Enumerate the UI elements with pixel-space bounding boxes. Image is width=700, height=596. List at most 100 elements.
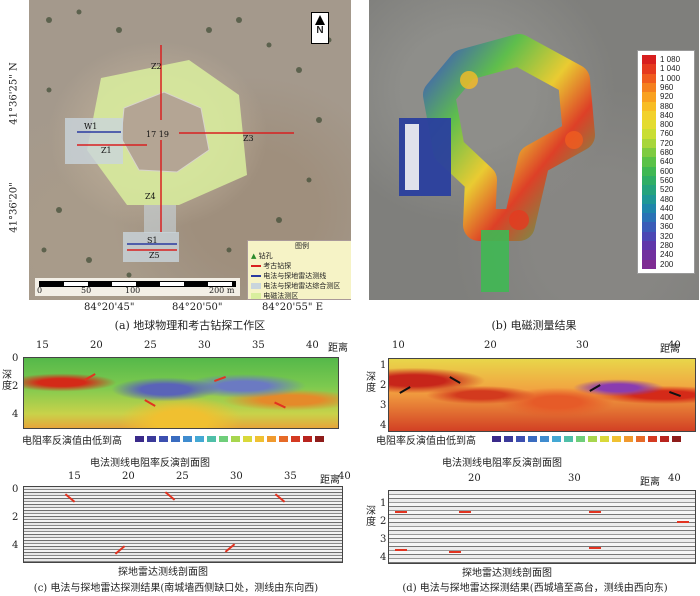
axis-tick-label: 2	[12, 512, 19, 523]
c-depth-ticks: 0 2 4	[12, 353, 22, 427]
line-label-z3: Z3	[243, 134, 254, 143]
lon-label-2: 84°20'50"	[172, 302, 223, 313]
axis-tick-label: 2	[12, 381, 19, 392]
axis-tick-label: 1	[380, 498, 387, 509]
legend-item-em: 电磁法测区	[251, 291, 351, 300]
c-gpr-depth-ticks: 0 2 4	[12, 484, 22, 561]
colorbar-cell	[642, 157, 656, 168]
north-label: N	[316, 25, 324, 36]
lon-label-3: 84°20'55" E	[262, 302, 324, 313]
legend-swatch	[540, 436, 549, 442]
c-gpr-title: 探地雷达测线剖面图	[118, 567, 208, 578]
colorbar-cell	[642, 101, 656, 112]
colorbar-panel: 1 080 1 040 1 000 960 920 880 840 800 760 720 680 6…	[637, 50, 695, 274]
d-legend-swatches	[492, 436, 692, 442]
line-label-z1: Z1	[101, 146, 112, 155]
legend-item-drilling: 考古钻探	[251, 261, 351, 271]
line-label-z2: Z2	[151, 62, 162, 71]
d-resistivity-section	[388, 358, 696, 432]
axis-tick-label: 30	[576, 340, 589, 351]
scale-50: 50	[81, 286, 92, 295]
c-arrow-4	[274, 401, 286, 409]
axis-tick-label: 20	[468, 473, 481, 484]
colorbar-label: 1 040	[660, 64, 681, 74]
c-legend-label: 电阻率反演值由低到高	[22, 436, 122, 447]
legend-swatch	[552, 436, 561, 442]
c-arrow-3	[214, 376, 226, 382]
colorbar-cell	[642, 138, 656, 149]
axis-tick-label: 35	[284, 471, 297, 482]
d-gpr-arrow-1	[395, 511, 407, 513]
borehole-label: 17 19	[146, 130, 169, 139]
c-top-ticks: 15 20 25 30 35 40	[22, 340, 327, 354]
legend-swatch	[231, 436, 240, 442]
legend-swatch	[195, 436, 204, 442]
axis-tick-label: 3	[380, 400, 387, 411]
colorbar-label: 680	[660, 148, 674, 158]
legend-swatch	[315, 436, 324, 442]
axis-tick-label: 20	[122, 471, 135, 482]
north-arrow-icon: N	[311, 12, 329, 44]
axis-tick-label: 3	[380, 534, 387, 545]
axis-tick-label: 1	[380, 360, 387, 371]
legend-swatch	[255, 436, 264, 442]
colorbar-cell	[642, 175, 656, 186]
legend-swatch	[564, 436, 573, 442]
axis-tick-label: 40	[668, 340, 681, 351]
work-area-map: N Z2 W1 Z1 Z3 Z4 S1 Z5 17 19 图例 ▲ 钻孔 考古钻…	[29, 0, 351, 300]
legend-swatch	[648, 436, 657, 442]
em-result-map: 1 080 1 040 1 000 960 920 880 840 800 760 720 680 6…	[369, 0, 699, 300]
colorbar-label: 720	[660, 138, 674, 148]
legend-swatch	[588, 436, 597, 442]
c-arrow-2	[144, 399, 156, 407]
d-depth-ticks: 1 2 3 4	[380, 358, 388, 431]
scale-0: 0	[37, 286, 43, 295]
axis-tick-label: 15	[36, 340, 49, 351]
colorbar-label: 1 000	[660, 73, 681, 83]
c-gpr-arrow-2	[114, 545, 126, 555]
colorbar-label: 240	[660, 250, 674, 260]
colorbar-label: 480	[660, 194, 674, 204]
axis-tick-label: 40	[338, 471, 351, 482]
d-gpr-arrow-7	[677, 521, 689, 523]
colorbar-cell	[642, 55, 656, 65]
d-gpr-top-ticks: 20 30 40	[388, 473, 688, 487]
colorbar-label: 1 080	[660, 55, 681, 64]
line-label-w1: W1	[84, 122, 98, 131]
line-label-z5: Z5	[149, 251, 160, 260]
d-legend-label: 电阻率反演值由低到高	[376, 436, 476, 447]
colorbar-cell	[642, 250, 656, 261]
legend-swatch	[600, 436, 609, 442]
d-section-title: 电法测线电阻率反演剖面图	[442, 458, 562, 469]
c-section-title: 电法测线电阻率反演剖面图	[90, 458, 210, 469]
scale-200: 200 m	[209, 286, 235, 295]
axis-tick-label: 2	[380, 380, 387, 391]
axis-tick-label: 25	[144, 340, 157, 351]
legend-item-borehole: ▲ 钻孔	[251, 252, 273, 260]
legend-swatch	[279, 436, 288, 442]
axis-tick-label: 20	[484, 340, 497, 351]
d-arrow-2	[449, 376, 461, 384]
c-gpr-top-ticks: 15 20 25 30 35 40	[22, 471, 351, 485]
d-gpr-arrow-6	[589, 547, 601, 549]
colorbar-cell	[642, 241, 656, 251]
axis-tick-label: 4	[380, 420, 387, 431]
d-gpr-arrow-3	[395, 549, 407, 551]
legend-swatch	[135, 436, 144, 442]
colorbar-label: 280	[660, 241, 674, 251]
colorbar-cell	[642, 222, 656, 233]
colorbar-label: 560	[660, 175, 674, 185]
d-arrow-3	[589, 384, 601, 392]
lat-label-bottom: 41°36'20"	[8, 182, 20, 233]
colorbar-label: 600	[660, 166, 674, 176]
legend-swatch	[159, 436, 168, 442]
c-gpr-arrow-1	[64, 493, 76, 503]
legend-item-area: 电法与探地雷达综合测区	[251, 281, 351, 291]
axis-tick-label: 30	[568, 473, 581, 484]
axis-tick-label: 25	[176, 471, 189, 482]
c-gpr-arrow-3	[164, 491, 176, 501]
caption-d: (d) 电法与探地雷达探测结果(西城墙至高台，测线由西向东)	[402, 583, 668, 594]
colorbar-label: 960	[660, 82, 674, 92]
d-top-ticks: 10 20 30 40	[388, 340, 681, 354]
colorbar-cell	[642, 129, 656, 140]
